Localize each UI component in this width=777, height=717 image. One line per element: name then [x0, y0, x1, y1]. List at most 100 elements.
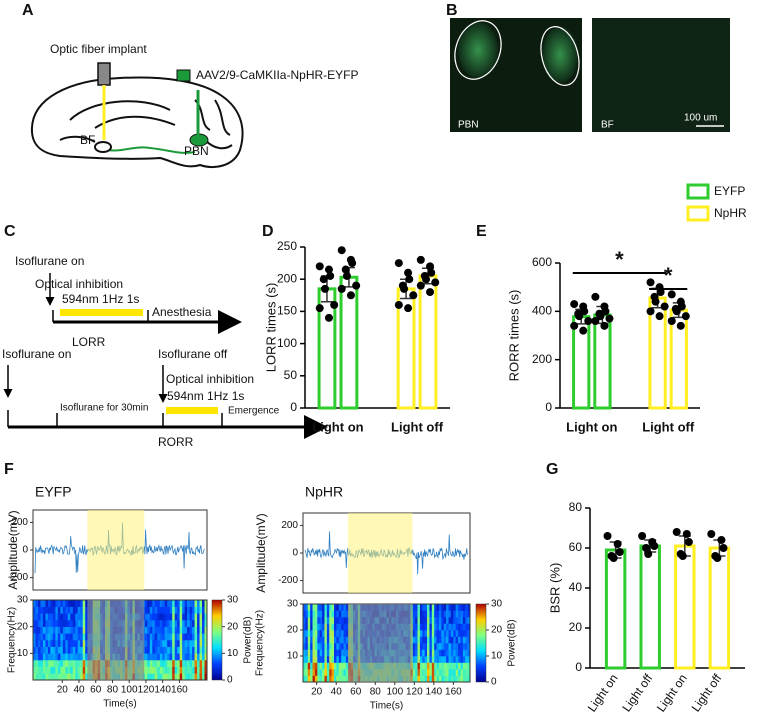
- spectrogram-cell: [438, 675, 442, 683]
- colorbar: [475, 603, 487, 683]
- significance-label: *: [664, 263, 673, 288]
- spectrogram-cell: [202, 620, 205, 627]
- spectrogram-cell: [162, 646, 166, 654]
- data-point: [324, 313, 333, 322]
- spectrogram-cell: [438, 656, 442, 663]
- spectrogram-cell: [460, 604, 464, 611]
- spectrogram-cell: [52, 606, 56, 614]
- x-tick-label: 100: [121, 685, 138, 696]
- spectrogram-cell: [322, 675, 325, 683]
- spectrogram-cell: [438, 669, 442, 676]
- spectrogram-cell: [417, 675, 421, 683]
- spectrogram-cell: [37, 606, 41, 614]
- spectrogram-cell: [338, 669, 342, 676]
- spectrogram-cell: [336, 604, 340, 611]
- spectrogram-cell: [438, 623, 442, 631]
- spectrogram-cell: [422, 675, 425, 683]
- panel-letter: E: [476, 223, 487, 240]
- spectrogram-cell: [147, 600, 151, 607]
- spectrogram-cell: [448, 623, 452, 631]
- spectrogram-cell: [182, 613, 185, 621]
- spectrogram-cell: [47, 613, 51, 621]
- data-point: [651, 297, 660, 306]
- spectrogram-cell: [197, 633, 200, 641]
- spectrogram-cell: [427, 636, 430, 644]
- spectrogram-cell: [324, 623, 328, 631]
- spectrogram-cell: [455, 636, 459, 644]
- spectrogram-cell: [460, 617, 464, 624]
- x-axis-label: Time(s): [370, 701, 404, 712]
- spectrogram-cell: [167, 673, 171, 681]
- spectrogram-cell: [65, 626, 69, 634]
- spectrogram-cell: [42, 660, 46, 667]
- spectrogram-cell: [177, 613, 180, 621]
- data-point: [409, 291, 418, 300]
- spectrogram-cell: [345, 617, 349, 624]
- spectrogram-cell: [431, 675, 435, 683]
- spectrogram-cell: [50, 633, 54, 641]
- spectrogram-cell: [305, 649, 309, 657]
- spectrogram-cell: [197, 626, 200, 634]
- spectrogram-cell: [436, 662, 440, 670]
- data-point: [427, 268, 436, 277]
- panel-letter: D: [262, 223, 274, 240]
- spectrogram-cell: [187, 666, 190, 674]
- light-window: [347, 604, 413, 682]
- spectrogram-cell: [343, 675, 347, 683]
- spectrogram-cell: [319, 610, 323, 618]
- spectrogram-cell: [85, 633, 88, 641]
- spectrogram-cell: [174, 666, 178, 674]
- spectrogram-cell: [33, 633, 36, 641]
- spectrogram-cell: [458, 604, 461, 611]
- spectrogram-cell: [324, 610, 328, 618]
- spectrogram-cell: [62, 660, 66, 667]
- spectrogram-cell: [312, 636, 316, 644]
- spectrogram-cell: [192, 626, 195, 634]
- spectrogram-cell: [462, 617, 466, 624]
- spectrogram-cell: [431, 610, 435, 618]
- protocol-text: Emergence: [228, 406, 280, 417]
- spectrogram-cell: [338, 623, 342, 631]
- spectrogram-cell: [415, 656, 418, 663]
- spectrogram-cell: [441, 604, 445, 611]
- spectrogram-cell: [164, 640, 168, 647]
- spectrogram-cell: [326, 617, 330, 624]
- spectrogram-cell: [85, 640, 88, 647]
- spectrogram-cell: [467, 643, 471, 650]
- spectrogram-cell: [305, 623, 309, 631]
- spectrogram-cell: [67, 633, 71, 641]
- spectrogram-cell: [47, 666, 51, 674]
- spectrogram-cell: [324, 617, 328, 624]
- spectrogram-cell: [37, 613, 41, 621]
- spectrogram-cell: [422, 656, 425, 663]
- spectrogram-cell: [50, 613, 54, 621]
- spectrogram-cell: [417, 636, 421, 644]
- spectrogram-cell: [465, 610, 468, 618]
- spectrogram-cell: [465, 662, 468, 670]
- spectrogram-cell: [310, 623, 313, 631]
- spectrogram-cell: [62, 640, 66, 647]
- y-tick-label: 0: [575, 660, 582, 674]
- spectrogram-cell: [52, 666, 56, 674]
- spectrogram-cell: [204, 633, 208, 641]
- spectrogram-cell: [182, 666, 185, 674]
- spectrogram-cell: [52, 646, 56, 654]
- spectrogram-cell: [152, 620, 156, 627]
- spectrogram-cell: [450, 636, 454, 644]
- spectrogram-cell: [305, 617, 309, 624]
- spectrogram-cell: [319, 656, 323, 663]
- data-point: [324, 265, 333, 274]
- spectrogram-cell: [192, 606, 195, 614]
- spectrogram-cell: [62, 626, 66, 634]
- spectrogram-cell: [159, 600, 163, 607]
- spectrogram-cell: [450, 656, 454, 663]
- data-point: [570, 300, 579, 309]
- spectrogram-cell: [42, 600, 46, 607]
- spectrogram-cell: [324, 643, 328, 650]
- data-point: [682, 530, 691, 538]
- spectrogram-cell: [307, 643, 311, 650]
- spectrogram-cell: [438, 636, 442, 644]
- spectrogram-cell: [172, 626, 175, 634]
- spectrogram-cell: [187, 613, 190, 621]
- spectrogram-cell: [314, 662, 318, 670]
